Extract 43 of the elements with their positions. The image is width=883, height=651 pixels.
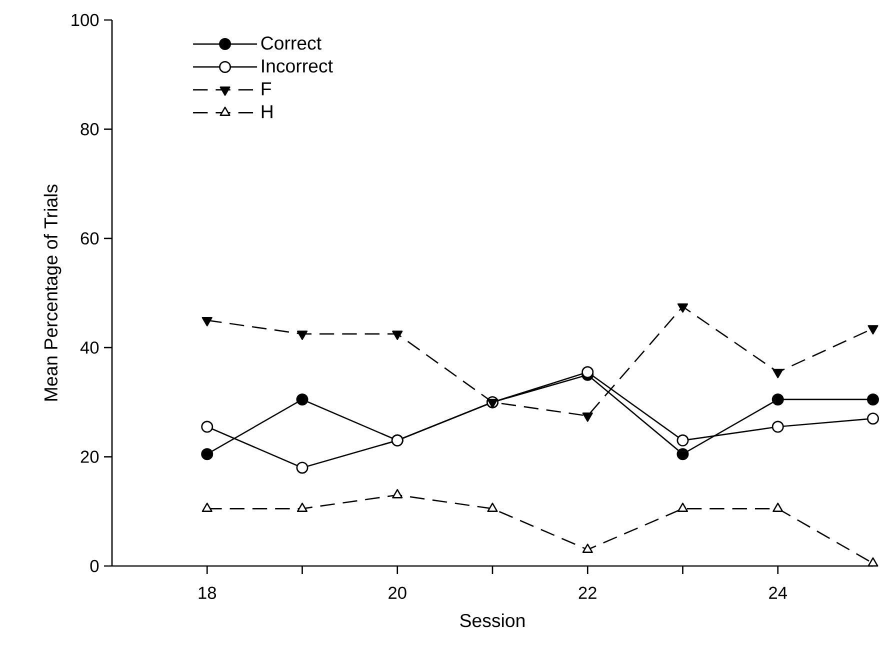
x-tick-label: 20 (388, 586, 406, 599)
point (772, 502, 784, 512)
y-axis-title: Mean Percentage of Trials (44, 184, 62, 401)
point (866, 412, 879, 425)
x-tick-label: 18 (198, 586, 216, 599)
point (487, 398, 498, 408)
point (866, 393, 879, 406)
point (582, 366, 594, 378)
y-tick-label: 40 (80, 341, 99, 354)
point (296, 462, 308, 474)
point (772, 420, 784, 433)
y-tick-label: 60 (80, 232, 99, 245)
legend-label: H (262, 105, 272, 118)
y-tick-label: 80 (80, 123, 99, 136)
y-tick-label: 100 (72, 14, 99, 26)
point (677, 303, 688, 313)
point (296, 393, 308, 406)
legend-label: Correct (261, 36, 322, 50)
point (582, 544, 593, 553)
point (202, 502, 212, 512)
x-tick-label: 24 (769, 586, 787, 599)
point (868, 325, 878, 334)
point (296, 330, 308, 340)
legend-label: Incorrect (262, 60, 333, 73)
point (582, 412, 593, 422)
point (772, 368, 784, 378)
y-tick-label: 20 (80, 450, 99, 463)
y-tick-label: 0 (90, 560, 99, 572)
legend-label: F (262, 82, 272, 96)
point (772, 393, 784, 406)
point (676, 448, 689, 460)
point (392, 330, 403, 340)
point (677, 502, 688, 512)
point (676, 434, 689, 446)
point (296, 502, 308, 512)
point (868, 557, 878, 567)
point (487, 502, 498, 512)
point (201, 420, 214, 433)
x-axis-title: Session (460, 613, 524, 628)
point (392, 489, 403, 498)
point (202, 316, 212, 326)
x-tick-label: 22 (578, 586, 596, 599)
point (201, 448, 214, 460)
